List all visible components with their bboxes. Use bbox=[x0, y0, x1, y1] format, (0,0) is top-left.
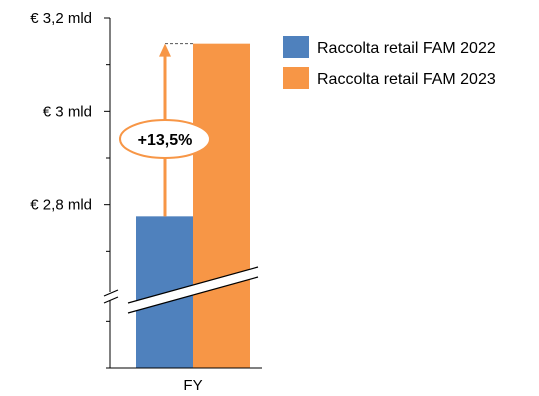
y-tick-label-3-2: € 3,2 mld bbox=[30, 10, 92, 27]
axis-break-line bbox=[127, 276, 259, 314]
growth-arrow-head bbox=[159, 43, 171, 57]
bar-raccolta-2023 bbox=[193, 43, 250, 369]
y-axis-break-mark bbox=[103, 296, 119, 304]
legend-swatch-2022 bbox=[283, 36, 309, 58]
y-axis-ticks bbox=[104, 17, 110, 369]
y-tick-label-2-8: € 2,8 mld bbox=[30, 197, 92, 214]
axis-break-line bbox=[127, 266, 259, 304]
legend-label-2022: Raccolta retail FAM 2022 bbox=[317, 40, 496, 57]
y-axis-break-mark bbox=[103, 289, 119, 297]
x-tick-label-fy: FY bbox=[183, 377, 202, 394]
legend-swatch-2023 bbox=[283, 67, 309, 89]
axis-break-band bbox=[128, 267, 258, 313]
legend-label-2023: Raccolta retail FAM 2023 bbox=[317, 71, 496, 88]
growth-annotation-ellipse bbox=[119, 119, 211, 159]
growth-annotation-label: +13,5% bbox=[138, 132, 193, 149]
y-tick-label-3: € 3 mld bbox=[43, 103, 92, 120]
